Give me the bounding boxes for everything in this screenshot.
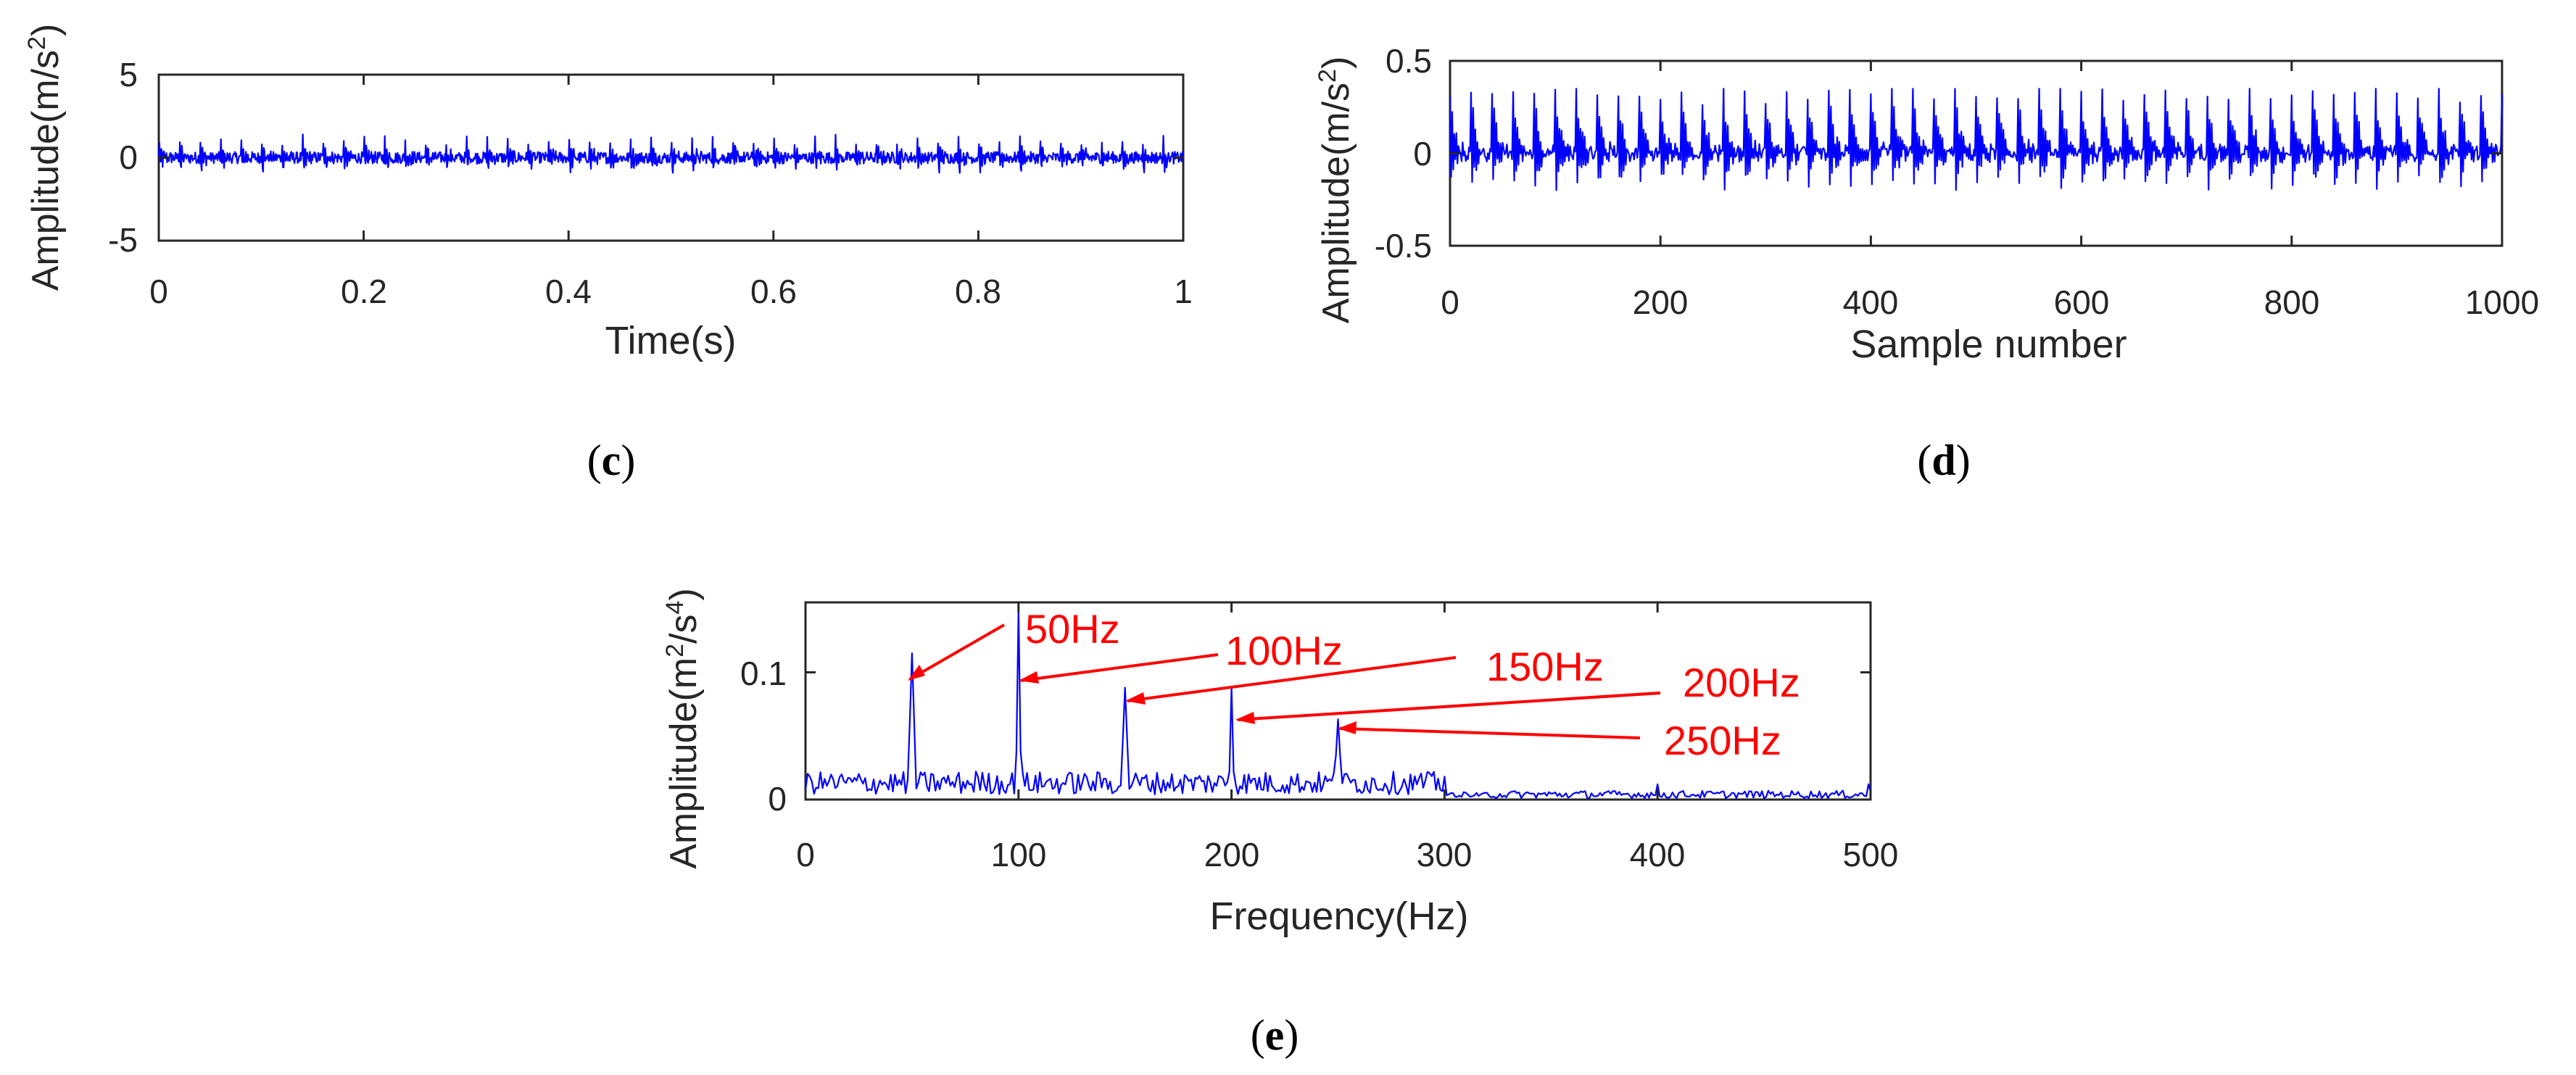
x-tick-label: 0 — [149, 273, 168, 310]
caption-c: (c) — [587, 436, 636, 484]
x-tick-label: 0 — [796, 836, 815, 873]
plot-area-e — [804, 601, 1872, 801]
y-tick-label: 0 — [119, 138, 138, 176]
y-tick-label: 0 — [1413, 135, 1432, 173]
x-tick-label: 300 — [1417, 836, 1473, 873]
x-tick-label: 100 — [991, 836, 1047, 873]
series-line-d — [1449, 88, 2503, 191]
annotation-arrow-150hz — [1127, 656, 1457, 702]
panel-c: 5 0 -5 0 0.2 0.4 0.6 0.8 1 Time(s) Ampli… — [23, 24, 1193, 362]
annotation-arrow-200hz — [1237, 692, 1661, 721]
x-axis-label-d: Sample number — [1850, 323, 2126, 366]
x-tick-label: 0.4 — [545, 273, 592, 310]
y-tick-label: 0.1 — [740, 655, 787, 692]
x-tick-label: 0 — [1441, 283, 1459, 321]
annotation-label-150hz: 150Hz — [1486, 644, 1604, 689]
x-tick-label: 0.6 — [750, 273, 797, 310]
x-tick-label: 500 — [1843, 836, 1899, 873]
x-tick-label: 400 — [1630, 836, 1686, 873]
ticks-e — [804, 602, 1872, 801]
series-line-c — [157, 133, 1185, 174]
annotation-arrow-250hz — [1339, 727, 1641, 739]
x-tick-label: 1 — [1174, 273, 1193, 310]
x-axis-label-e: Frequency(Hz) — [1209, 895, 1468, 938]
y-tick-label: 5 — [119, 56, 138, 94]
x-tick-label: 600 — [2054, 283, 2110, 321]
x-tick-label: 1000 — [2465, 283, 2539, 321]
arrow-head-icon — [908, 665, 925, 681]
y-tick-label: 0.5 — [1386, 42, 1432, 80]
x-axis-label-c: Time(s) — [605, 319, 737, 362]
annotation-label-200hz: 200Hz — [1683, 660, 1800, 705]
annotation-arrow-100hz — [1020, 653, 1219, 682]
peak-annotations: 50Hz 100Hz 150Hz 200Hz 250Hz — [908, 606, 1800, 763]
caption-e: (e) — [1251, 1011, 1299, 1059]
annotation-arrow-50hz — [909, 623, 1005, 681]
series-line-e — [804, 607, 1872, 800]
annotation-label-100hz: 100Hz — [1225, 628, 1343, 673]
y-axis-label-e: Amplitude(m2/s4) — [661, 588, 705, 869]
arrow-head-icon — [1125, 692, 1146, 705]
x-tick-label: 0.2 — [341, 273, 387, 310]
ticks-c — [157, 73, 1185, 242]
y-tick-label: 0 — [768, 780, 787, 818]
y-axis-label-c: Amplitude(m/s2) — [23, 24, 67, 291]
x-tick-label: 200 — [1204, 836, 1260, 873]
series-line — [1449, 88, 2503, 191]
caption-d: (d) — [1917, 436, 1970, 484]
panel-e: 0.1 0 0 100 200 300 400 500 Frequency(Hz… — [661, 588, 1898, 938]
y-tick-label: -0.5 — [1375, 227, 1432, 265]
ticks-d — [1449, 59, 2503, 247]
arrow-head-icon — [1019, 671, 1039, 684]
series-line — [804, 607, 1872, 800]
y-tick-label: -5 — [108, 221, 138, 259]
x-tick-label: 200 — [1633, 283, 1689, 321]
x-tick-label: 0.8 — [955, 273, 1001, 310]
arrow-head-icon — [1235, 712, 1255, 724]
series-line — [157, 133, 1185, 174]
panel-d: 0.5 0 -0.5 0 200 400 600 800 1000 Sample… — [1314, 42, 2539, 366]
x-tick-label: 800 — [2264, 283, 2320, 321]
y-axis-label-d: Amplitude(m/s2) — [1314, 57, 1357, 324]
annotation-label-250hz: 250Hz — [1664, 718, 1781, 763]
annotation-label-50hz: 50Hz — [1025, 606, 1120, 652]
x-tick-label: 400 — [1843, 283, 1899, 321]
arrow-head-icon — [1338, 721, 1357, 734]
